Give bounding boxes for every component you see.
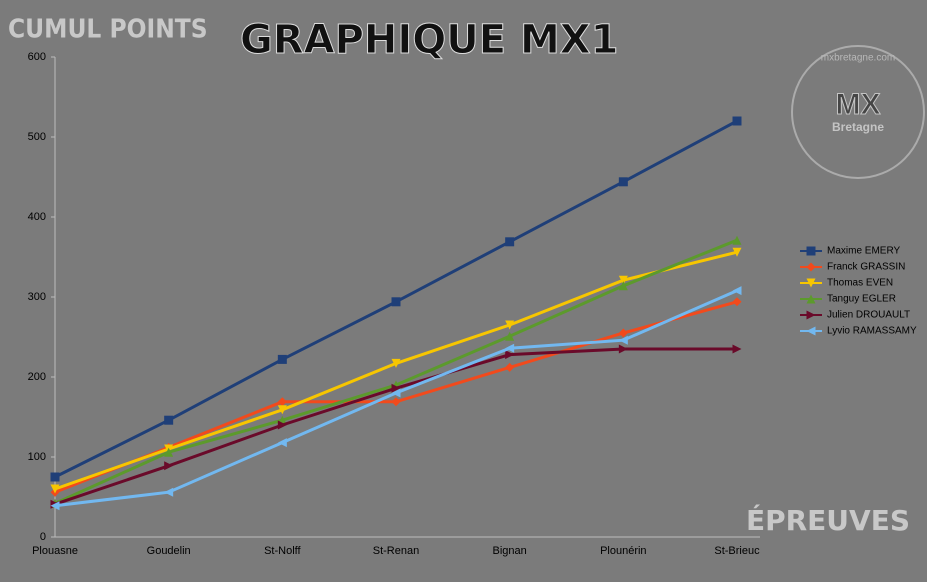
data-point [618,177,628,187]
data-point [277,405,287,415]
data-point [277,438,287,448]
data-point [505,350,515,360]
x-tick-label: St-Renan [373,545,419,557]
data-point [505,343,515,353]
y-tick-label: 200 [28,371,46,383]
data-point [618,344,628,354]
data-point [732,297,742,307]
data-point [505,320,515,330]
legend-label: Lyvio RAMASSAMY [827,326,917,337]
data-point [164,487,174,497]
series [50,235,742,508]
x-tick-label: Goudelin [147,545,191,557]
data-point [391,358,401,368]
data-point [391,383,401,393]
series [50,116,742,482]
data-point [164,461,174,471]
y-tick-label: 500 [28,131,46,143]
y-tick-label: 400 [28,211,46,223]
watermark-site: mxbretagne.com [821,53,895,64]
y-tick-label: 600 [28,51,46,63]
data-point [732,247,742,257]
data-point [618,328,628,338]
data-point [391,297,401,307]
x-axis-title: ÉPREUVES [746,503,910,537]
y-tick-label: 0 [40,531,46,543]
x-tick-label: St-Brieuc [714,545,760,557]
data-point [277,397,287,407]
watermark-ring [791,45,925,179]
data-point [505,331,515,341]
legend-label: Julien DROUAULT [827,310,910,321]
data-point [732,344,742,354]
data-point [505,362,515,372]
data-point [732,235,742,245]
data-point [277,354,287,364]
data-point [164,447,174,457]
legend-label: Thomas EVEN [827,278,893,289]
legend-marker [806,294,816,304]
data-point [732,286,742,296]
data-point [618,335,628,345]
data-point [391,388,401,398]
x-tick-label: Plouasne [32,545,78,557]
x-tick-label: Bignan [493,545,527,557]
data-point [164,415,174,425]
data-point [50,484,60,494]
x-tick-label: St-Nolff [264,545,301,557]
y-tick-label: 300 [28,291,46,303]
data-point [277,420,287,430]
legend-marker [806,246,816,256]
data-point [618,275,628,285]
data-point [618,281,628,291]
watermark-sub: Bretagne [832,120,884,134]
chart-title: GRAPHIQUE MX1 [240,17,618,63]
legend-label: Maxime EMERY [827,246,900,257]
data-point [50,501,60,511]
data-point [732,116,742,126]
y-tick-label: 100 [28,451,46,463]
data-point [50,472,60,482]
series [50,286,742,511]
legend-marker [806,278,816,288]
legend-label: Tanguy EGLER [827,294,896,305]
data-point [391,397,401,407]
x-tick-label: Plounérin [600,545,646,557]
legend-marker [806,326,816,336]
legend-marker [806,310,816,320]
watermark: MX Bretagne mxbretagne.com [791,45,925,179]
legend-marker [806,262,816,272]
watermark-logo: MX [836,88,881,121]
data-point [505,237,515,247]
legend-label: Franck GRASSIN [827,262,905,273]
y-axis-title: CUMUL POINTS [8,15,208,45]
